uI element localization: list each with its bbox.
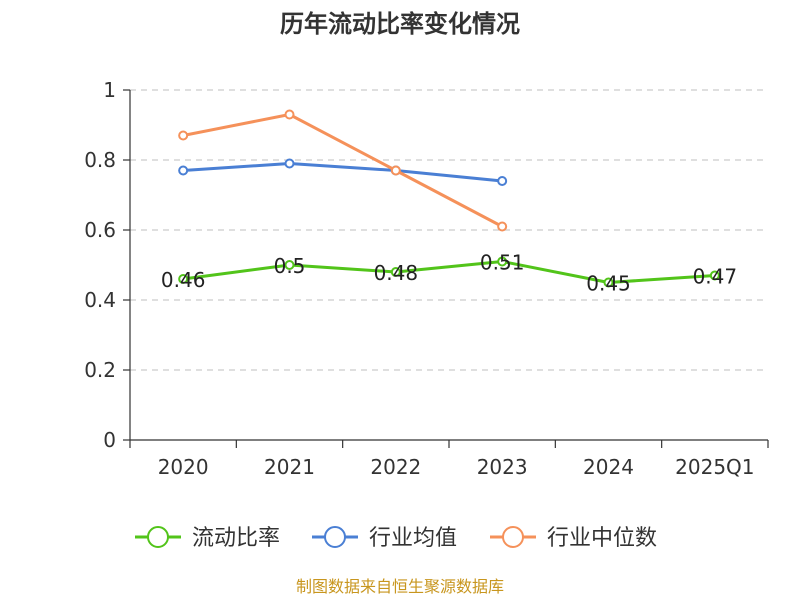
legend-label: 行业中位数 [547,526,657,551]
data-point[interactable] [178,274,189,284]
x-tick-label: 2023 [477,455,528,479]
legend-marker [324,526,346,548]
legend-marker [502,526,524,548]
y-tick-label: 0.2 [84,358,116,382]
data-label: 0.47 [693,265,738,289]
chart-title: 历年流动比率变化情况 [280,10,520,38]
data-point[interactable] [390,267,401,277]
data-point[interactable] [178,130,189,141]
data-label: 0.51 [480,251,525,275]
x-tick-label: 2021 [264,455,315,479]
legend-item[interactable]: 行业均值 [312,526,457,551]
series-line [182,113,503,228]
series-line [182,260,715,284]
data-point[interactable] [497,176,508,186]
data-point[interactable] [497,221,508,232]
data-point[interactable] [178,165,189,176]
x-tick-label: 2020 [158,455,209,479]
data-label: 0.5 [274,254,306,278]
data-point[interactable] [284,260,295,270]
data-point[interactable] [603,277,614,288]
legend-marker [147,526,169,548]
y-tick-label: 0.8 [84,148,116,172]
legend-item[interactable]: 行业中位数 [490,526,657,551]
data-point[interactable] [497,256,508,267]
data-point[interactable] [284,158,295,169]
source-note: 制图数据来自恒生聚源数据库 [296,577,504,596]
x-tick-label: 2022 [370,455,421,479]
y-tick-label: 1 [103,78,116,102]
data-point[interactable] [390,165,401,176]
data-point[interactable] [284,109,295,120]
x-tick-label: 2025Q1 [675,455,754,479]
data-label: 0.45 [586,272,631,296]
legend[interactable]: 流动比率 行业均值 行业中位数 [135,526,657,551]
y-tick-label: 0.4 [84,288,116,312]
y-tick-label: 0 [103,428,116,452]
legend-label: 流动比率 [192,526,280,551]
data-label: 0.48 [374,261,419,285]
grid-lines [130,89,768,371]
data-label: 0.46 [161,268,206,292]
series [178,109,720,288]
x-tick-label: 2024 [583,455,634,479]
legend-item[interactable]: 流动比率 [135,526,280,551]
y-tick-label: 0.6 [84,218,116,242]
axes: 0 0.2 0.4 0.6 0.8 1 2020 2021 2022 2023 2024 2025Q1 [84,78,769,479]
data-labels: 0.46 0.5 0.48 0.51 0.45 0.47 [161,251,737,296]
series-line [183,162,503,183]
data-point[interactable] [709,270,720,281]
legend-label: 行业均值 [369,526,457,551]
